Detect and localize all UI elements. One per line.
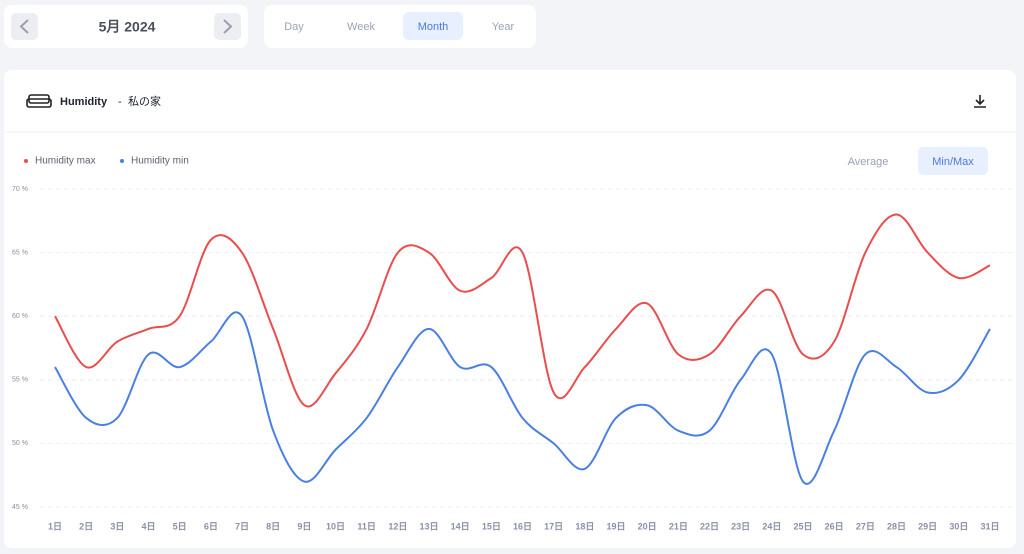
legend-label: Humidity max [35, 156, 96, 167]
x-tick-label: 7日 [235, 521, 249, 531]
legend-dot [120, 159, 124, 163]
x-tick-label: 12日 [388, 521, 407, 531]
download-icon[interactable] [974, 95, 986, 108]
legend-label: Humidity min [131, 156, 189, 167]
date-label: 5月 2024 [99, 19, 156, 35]
x-tick-label: 11日 [357, 521, 376, 531]
y-tick-label: 50 % [12, 440, 28, 447]
x-tick-label: 1日 [48, 521, 62, 531]
tabs-card [264, 5, 536, 48]
next-button[interactable] [214, 13, 241, 40]
chart: 45 % 50 % 55 % 60 % 65 % 70 % 1日 2日 3日 4日 5日 6日 7日 8日… [12, 156, 1016, 531]
tab[interactable]: Month [418, 21, 449, 33]
y-tick-label: 55 % [12, 377, 28, 384]
date-nav-card [4, 5, 248, 48]
prev-icon [19, 19, 29, 34]
tab[interactable]: Week [347, 21, 375, 33]
toggle-option[interactable]: Min/Max [932, 156, 974, 168]
y-tick-label: 60 % [12, 313, 28, 320]
series-line [54, 213, 991, 408]
prev-button[interactable] [11, 13, 38, 40]
tab[interactable]: Year [492, 21, 515, 33]
y-tick-label: 65 % [12, 249, 28, 256]
x-tick-label: 30日 [949, 521, 968, 531]
view-toggle: Average Min/Max [848, 147, 988, 175]
x-tick-label: 3日 [110, 521, 124, 531]
x-tick-label: 2日 [79, 521, 93, 531]
x-tick-label: 25日 [793, 521, 812, 531]
x-tick-label: 4日 [141, 521, 155, 531]
x-tick-label: 17日 [544, 521, 563, 531]
x-tick-label: 19日 [606, 521, 625, 531]
next-icon [223, 19, 233, 34]
x-tick-label: 9日 [297, 521, 311, 531]
x-tick-label: 21日 [669, 521, 688, 531]
legend-dot [24, 159, 28, 163]
toggle-selected-bg [918, 147, 988, 175]
x-tick-label: 23日 [731, 521, 750, 531]
x-tick-label: 13日 [419, 521, 438, 531]
x-tick-label: 10日 [326, 521, 345, 531]
x-tick-label: 6日 [204, 521, 218, 531]
x-tick-label: 16日 [513, 521, 532, 531]
toggle-option[interactable]: Average [848, 156, 889, 168]
x-tick-label: 15日 [482, 521, 501, 531]
x-tick-label: 22日 [700, 521, 719, 531]
y-tick-label: 45 % [12, 504, 28, 511]
card-separator: - [118, 96, 122, 108]
sofa-icon [26, 94, 52, 108]
tabs: Day Week Month Year [284, 12, 514, 40]
x-tick-label: 20日 [638, 521, 657, 531]
series-line [54, 311, 991, 485]
x-tick-label: 14日 [451, 521, 470, 531]
card-title: Humidity [60, 96, 108, 108]
card-location: 私の家 [128, 94, 161, 108]
x-tick-label: 26日 [825, 521, 844, 531]
tab[interactable]: Day [284, 21, 304, 33]
x-tick-label: 18日 [575, 521, 594, 531]
x-tick-label: 5日 [173, 521, 187, 531]
x-tick-label: 24日 [762, 521, 781, 531]
y-tick-label: 70 % [12, 186, 28, 193]
x-tick-label: 8日 [266, 521, 280, 531]
tab-selected-bg [403, 12, 463, 40]
x-tick-label: 29日 [918, 521, 937, 531]
x-tick-label: 28日 [887, 521, 906, 531]
x-tick-label: 27日 [856, 521, 875, 531]
main-card [4, 70, 1016, 548]
x-tick-label: 31日 [980, 521, 999, 531]
